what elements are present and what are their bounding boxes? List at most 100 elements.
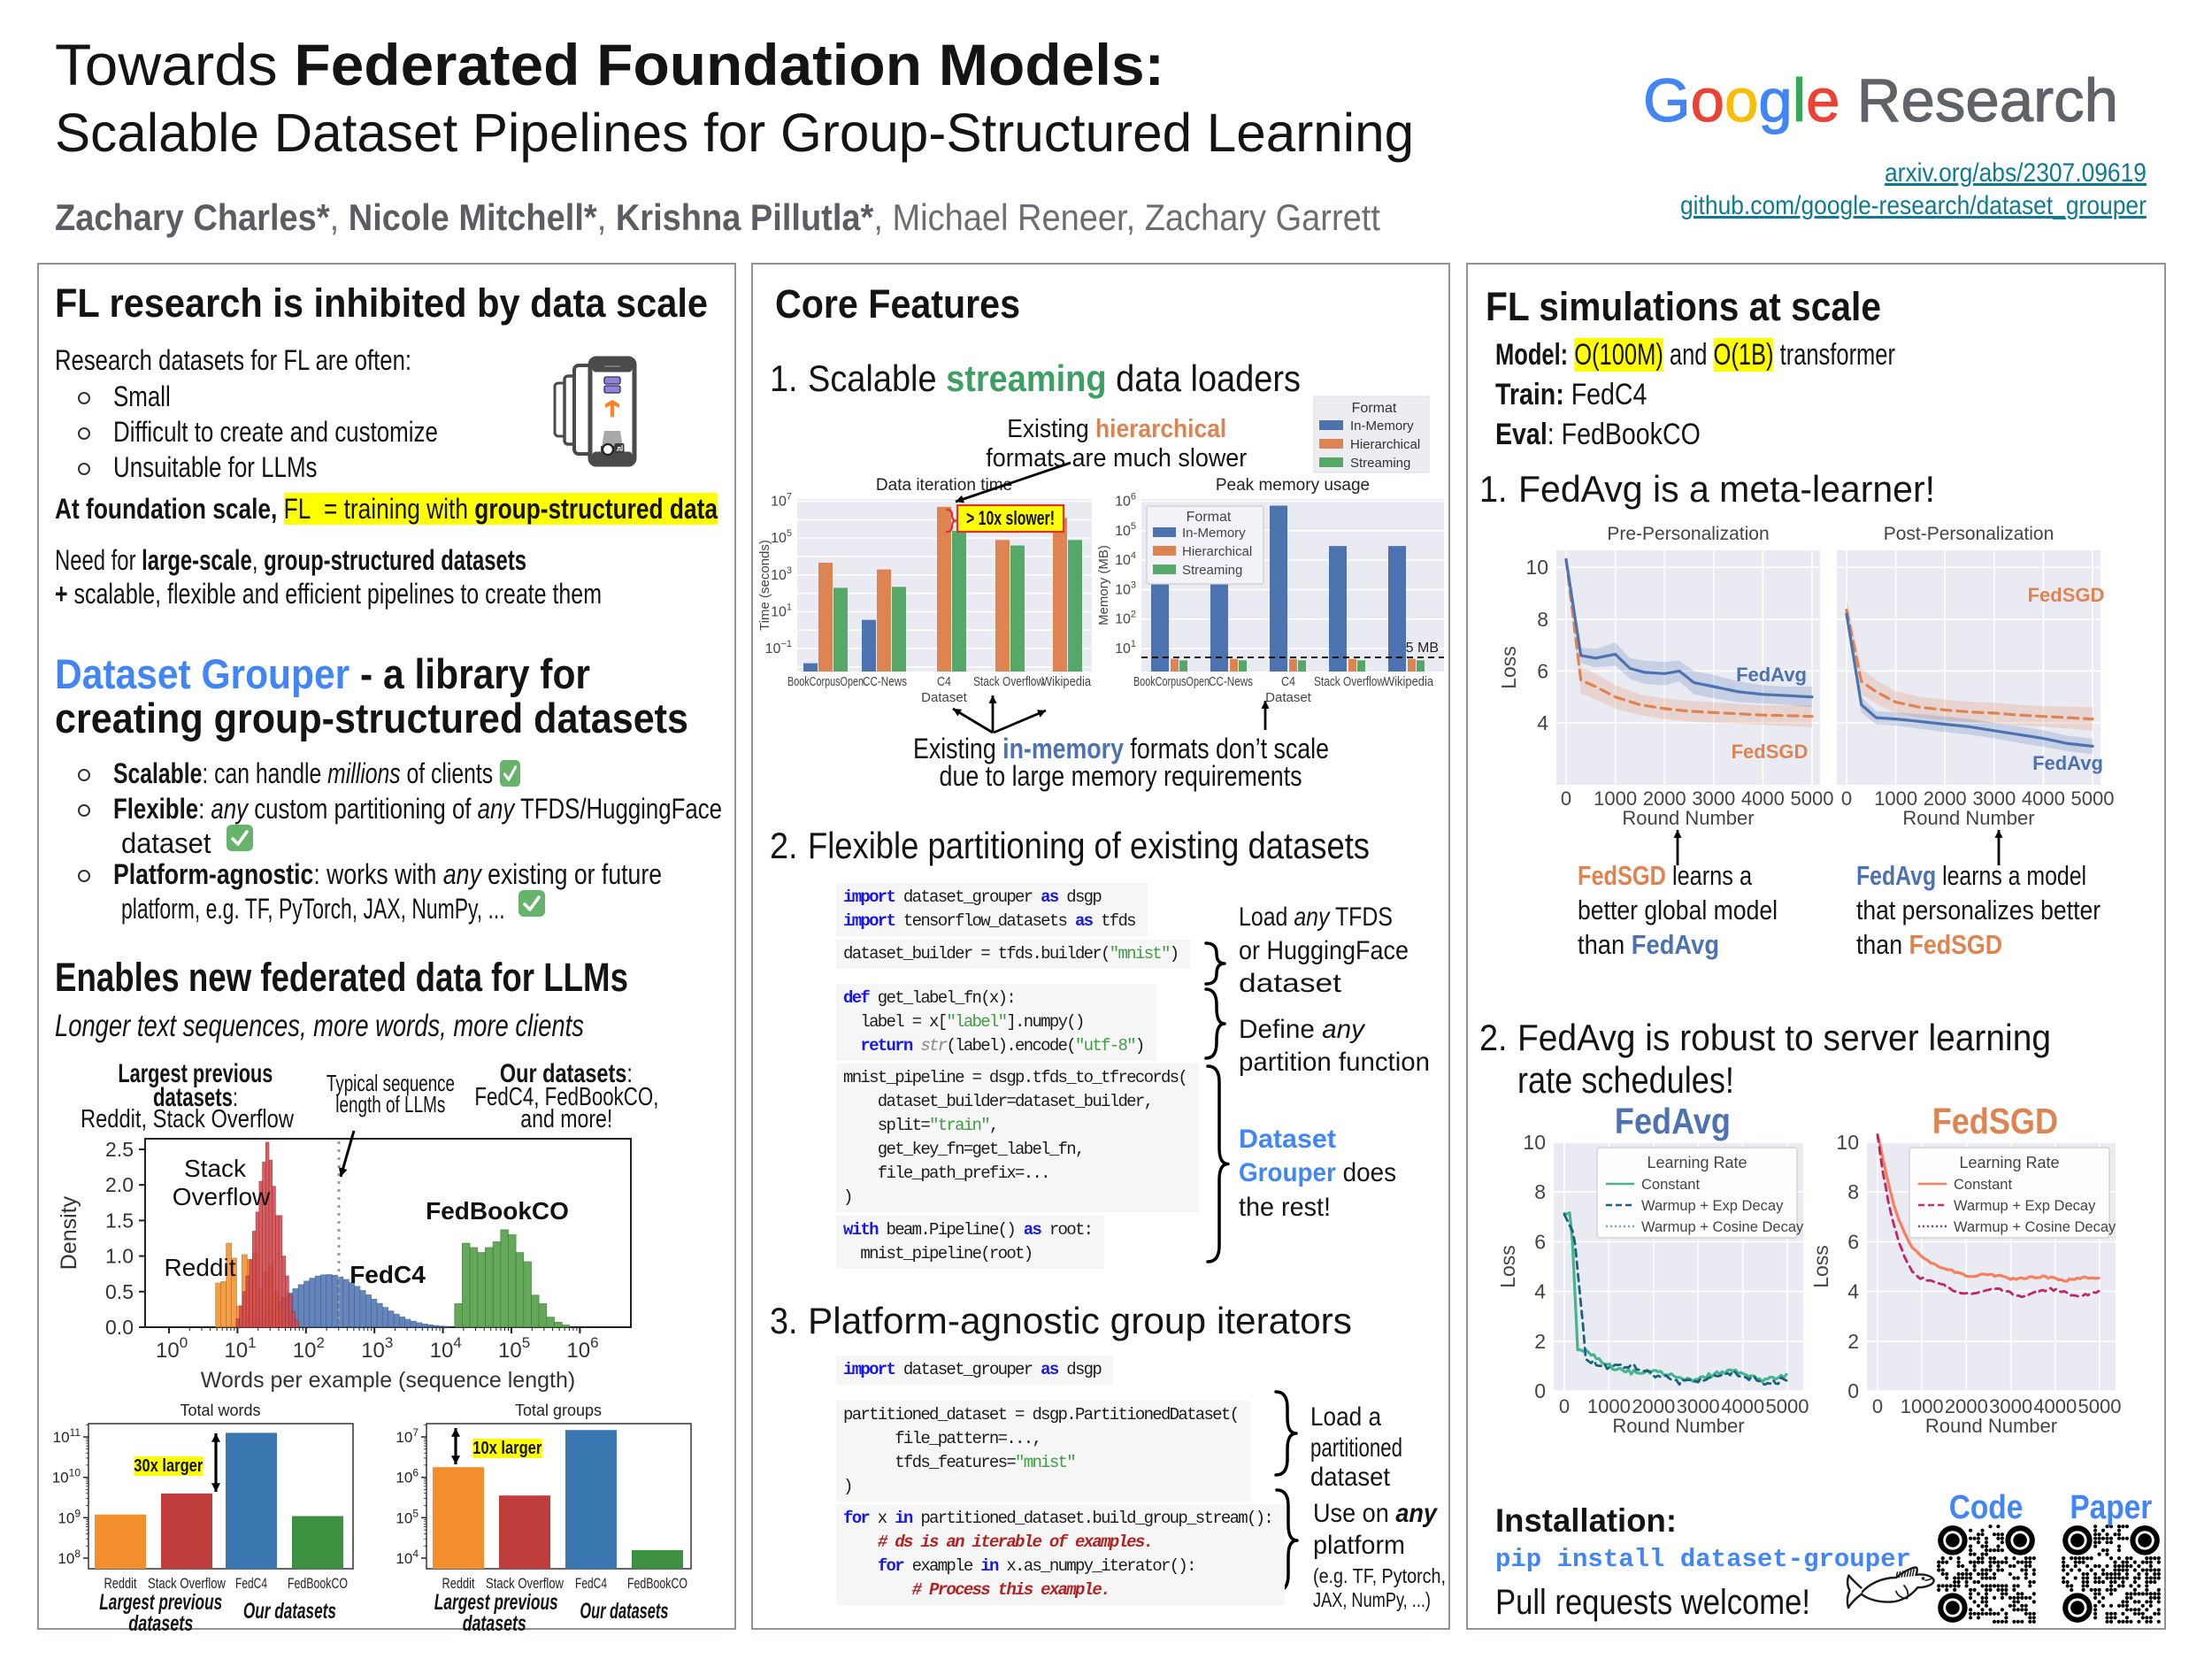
svg-text:101: 101 xyxy=(771,602,792,619)
svg-text:106: 106 xyxy=(566,1334,598,1363)
svg-text:> 10x slower!: > 10x slower! xyxy=(966,507,1055,529)
svg-text:3000: 3000 xyxy=(1692,787,1735,810)
svg-text:Dataset: Dataset xyxy=(1265,690,1312,705)
svg-text:103: 103 xyxy=(361,1334,393,1363)
svg-text:0: 0 xyxy=(1534,1379,1546,1402)
svg-text:Stack Overflow: Stack Overflow xyxy=(973,675,1044,689)
svg-text:Dataset: Dataset xyxy=(921,690,968,705)
svg-text:Constant: Constant xyxy=(1641,1177,1700,1193)
svg-text:Loss: Loss xyxy=(1496,1245,1519,1288)
svg-text:1010: 1010 xyxy=(52,1467,81,1486)
svg-text:In-Memory: In-Memory xyxy=(1182,526,1246,541)
svg-text:C4: C4 xyxy=(937,675,951,689)
svg-text:FedC4: FedC4 xyxy=(235,1575,267,1592)
svg-text:1.0: 1.0 xyxy=(105,1245,134,1268)
svg-text:Wikipedia: Wikipedia xyxy=(1041,675,1092,689)
svg-text:5 MB: 5 MB xyxy=(1406,641,1439,656)
svg-text:Reddit: Reddit xyxy=(165,1254,236,1281)
svg-text:Overflow: Overflow xyxy=(173,1183,271,1210)
svg-text:0: 0 xyxy=(1559,1395,1570,1417)
svg-text:FedSGD: FedSGD xyxy=(1732,741,1809,763)
svg-text:5000: 5000 xyxy=(2078,1395,2122,1417)
svg-text:10: 10 xyxy=(1523,1131,1546,1154)
svg-text:4000: 4000 xyxy=(1741,787,1785,810)
svg-text:4000: 4000 xyxy=(2033,1395,2077,1417)
svg-text:100: 100 xyxy=(156,1334,188,1363)
svg-text:102: 102 xyxy=(293,1334,325,1363)
svg-text:105: 105 xyxy=(771,528,792,546)
svg-text:3000: 3000 xyxy=(1677,1395,1720,1417)
svg-text:Streaming: Streaming xyxy=(1350,456,1410,471)
svg-text:FedBookCO: FedBookCO xyxy=(426,1197,569,1225)
svg-text:4: 4 xyxy=(1534,1280,1546,1303)
svg-text:10−1: 10−1 xyxy=(765,639,792,657)
svg-text:Warmup + Cosine Decay: Warmup + Cosine Decay xyxy=(1641,1219,1804,1235)
svg-text:Total groups: Total groups xyxy=(515,1402,602,1419)
svg-text:Warmup + Exp Decay: Warmup + Exp Decay xyxy=(1954,1198,2096,1214)
svg-text:Warmup + Exp Decay: Warmup + Exp Decay xyxy=(1641,1198,1784,1214)
svg-text:FedC4: FedC4 xyxy=(575,1575,607,1592)
svg-text:Hierarchical: Hierarchical xyxy=(1350,437,1420,452)
svg-text:0: 0 xyxy=(1847,1379,1859,1402)
svg-text:Learning Rate: Learning Rate xyxy=(1647,1154,1747,1171)
svg-text:In-Memory: In-Memory xyxy=(1350,419,1414,434)
svg-text:Warmup + Cosine Decay: Warmup + Cosine Decay xyxy=(1954,1219,2116,1235)
svg-text:4000: 4000 xyxy=(2022,787,2065,810)
svg-text:C4: C4 xyxy=(1281,675,1295,689)
svg-text:Round Number: Round Number xyxy=(1902,807,2034,829)
svg-text:Stack Overflow: Stack Overflow xyxy=(486,1575,565,1592)
svg-text:3000: 3000 xyxy=(1989,1395,2032,1417)
svg-text:5000: 5000 xyxy=(1766,1395,1809,1417)
svg-text:Streaming: Streaming xyxy=(1182,563,1242,578)
svg-text:Data iteration time: Data iteration time xyxy=(876,476,1012,495)
svg-text:Hierarchical: Hierarchical xyxy=(1182,544,1252,559)
svg-text:10: 10 xyxy=(1836,1131,1859,1154)
svg-text:FedAvg: FedAvg xyxy=(1736,664,1807,686)
svg-text:Time (seconds): Time (seconds) xyxy=(757,540,772,631)
svg-text:104: 104 xyxy=(430,1334,462,1363)
svg-text:BookCorpusOpen: BookCorpusOpen xyxy=(1133,675,1210,689)
svg-text:1000: 1000 xyxy=(1587,1395,1631,1417)
svg-text:FedC4: FedC4 xyxy=(349,1261,426,1288)
svg-text:Wikipedia: Wikipedia xyxy=(1384,675,1434,689)
svg-text:3000: 3000 xyxy=(1972,787,2016,810)
svg-text:0.0: 0.0 xyxy=(105,1316,134,1339)
svg-text:8: 8 xyxy=(1534,1180,1546,1203)
svg-text:Format: Format xyxy=(1352,401,1397,416)
svg-text:Round Number: Round Number xyxy=(1925,1415,2057,1437)
svg-text:1000: 1000 xyxy=(1901,1395,1944,1417)
svg-text:Reddit: Reddit xyxy=(442,1575,475,1592)
svg-text:Stack Overflow: Stack Overflow xyxy=(1314,675,1385,689)
svg-text:Round Number: Round Number xyxy=(1612,1415,1744,1437)
svg-text:102: 102 xyxy=(1115,610,1136,627)
svg-text:6: 6 xyxy=(1534,1230,1546,1253)
svg-text:1000: 1000 xyxy=(1594,787,1637,810)
svg-text:0: 0 xyxy=(1841,787,1852,810)
svg-text:2.0: 2.0 xyxy=(105,1173,134,1196)
svg-text:Peak memory usage: Peak memory usage xyxy=(1216,476,1370,495)
svg-text:Words per example (sequence le: Words per example (sequence length) xyxy=(201,1368,575,1393)
svg-text:5000: 5000 xyxy=(1791,787,1834,810)
svg-text:2: 2 xyxy=(1534,1330,1546,1353)
svg-text:10: 10 xyxy=(1525,556,1548,579)
svg-text:CC-News: CC-News xyxy=(1209,675,1253,689)
svg-text:2000: 2000 xyxy=(1945,1395,1988,1417)
svg-text:1.5: 1.5 xyxy=(105,1209,134,1232)
svg-text:FedBookCO: FedBookCO xyxy=(627,1575,687,1592)
svg-text:2000: 2000 xyxy=(1643,787,1686,810)
svg-text:Memory (MB): Memory (MB) xyxy=(1096,545,1111,626)
svg-text:FedBookCO: FedBookCO xyxy=(288,1575,348,1592)
svg-text:8: 8 xyxy=(1847,1180,1859,1203)
svg-text:106: 106 xyxy=(396,1467,419,1486)
svg-text:4: 4 xyxy=(1847,1280,1859,1303)
svg-text:Round Number: Round Number xyxy=(1622,807,1754,829)
svg-text:103: 103 xyxy=(1115,580,1136,597)
svg-text:105: 105 xyxy=(396,1507,419,1526)
svg-text:Density: Density xyxy=(57,1195,81,1270)
svg-text:FedSGD: FedSGD xyxy=(2028,584,2105,606)
svg-text:0: 0 xyxy=(1872,1395,1883,1417)
svg-text:Stack: Stack xyxy=(184,1155,247,1182)
svg-text:Format: Format xyxy=(1187,510,1232,525)
svg-text:1011: 1011 xyxy=(53,1426,81,1446)
svg-text:105: 105 xyxy=(498,1334,530,1363)
